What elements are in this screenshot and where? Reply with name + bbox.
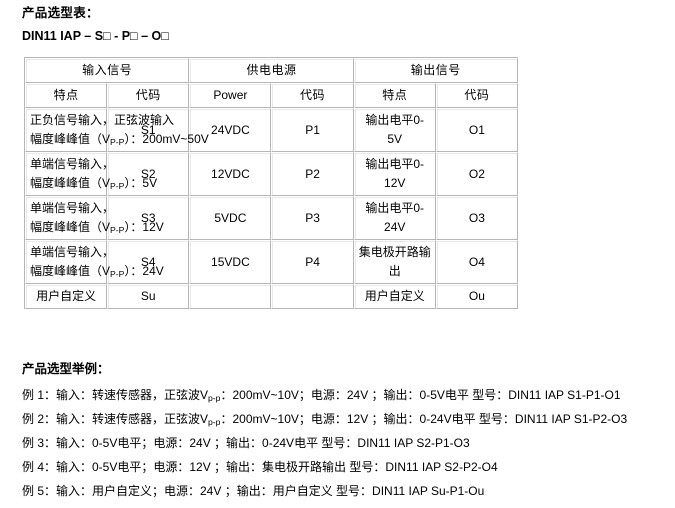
table-row: 单端信号输入， 幅度峰峰值（VP-P）：24V S4 15VDC P4 集电极开… (25, 240, 518, 284)
input-feature-post: ）：200mV~50V (124, 132, 209, 146)
cell-power-code: P3 (271, 196, 354, 240)
example-text-pre: 例 5：输入：用户自定义；电源：24V ；输出：用户自定义 型号：DIN11 I… (22, 484, 485, 498)
cell-input-code: S2 (107, 152, 190, 196)
input-feature-pre: 幅度峰峰值（V (30, 220, 111, 234)
cell-input-feature: 单端信号输入， 幅度峰峰值（VP-P）：5V (25, 152, 157, 196)
sub-header-power: Power (189, 83, 272, 108)
model-code-pattern: DIN11 IAP – S□ - P□ – O□ (22, 29, 169, 43)
cell-power-code: P2 (271, 152, 354, 196)
page-title: 产品选型表： (22, 6, 99, 20)
input-feature-line-2: 幅度峰峰值（VP-P）：5V (30, 174, 157, 193)
input-feature-pre: 幅度峰峰值（V (30, 264, 111, 278)
cell-output-feature: 用户自定义 (353, 284, 436, 309)
table-row: 单端信号输入， 幅度峰峰值（VP-P）：5V S2 12VDC P2 输出电平0… (25, 152, 518, 196)
example-line: 例 1：输入：转速传感器，正弦波Vp-p：200mV~10V；电源：24V ；输… (22, 383, 667, 407)
product-selection-table: 输入信号 供电电源 输出信号 特点 代码 Power 代码 特点 代码 正负信号… (24, 57, 518, 309)
input-feature-line-1: 单端信号输入， (30, 157, 115, 171)
sub-header-power-code: 代码 (271, 83, 354, 108)
cell-input-feature: 单端信号输入， 幅度峰峰值（VP-P）：12V (25, 196, 164, 240)
cell-power: 5VDC (189, 196, 272, 240)
cell-power-code: P4 (271, 240, 354, 284)
input-feature-subscript: P-P (110, 224, 125, 235)
input-feature-post: ）：5V (124, 176, 158, 190)
example-line: 例 4：输入：0-5V电平；电源：12V ；输出：集电极开路输出 型号：DIN1… (22, 455, 667, 479)
input-feature-line-1: 单端信号输入， (30, 201, 115, 215)
example-text-post: ：200mV~10V；电源：24V ；输出：0-5V电平 型号：DIN11 IA… (220, 388, 621, 402)
cell-power-code (271, 284, 354, 309)
cell-power-code: P1 (271, 108, 354, 152)
example-line: 例 3：输入：0-5V电平；电源：24V ；输出：0-24V电平 型号：DIN1… (22, 431, 667, 455)
cell-output-feature: 输出电平0-24V (353, 196, 436, 240)
table-row: 单端信号输入， 幅度峰峰值（VP-P）：12V S3 5VDC P3 输出电平0… (25, 196, 518, 240)
input-feature-subscript: P-P (110, 268, 125, 279)
cell-power: 15VDC (189, 240, 272, 284)
sub-header-input-code: 代码 (107, 83, 190, 108)
input-feature-line-2: 幅度峰峰值（VP-P）：12V (30, 218, 164, 237)
cell-output-code: O1 (435, 108, 518, 152)
cell-input-feature: 用户自定义 (25, 284, 108, 309)
cell-output-feature: 输出电平0-5V (353, 108, 436, 152)
cell-power (189, 284, 272, 309)
cell-input-code: S1 (107, 108, 190, 152)
example-subscript: p-p (208, 392, 221, 403)
input-feature-pre: 幅度峰峰值（V (30, 176, 111, 190)
example-text-post: ：200mV~10V；电源：12V ；输出：0-24V电平 型号：DIN11 I… (220, 412, 628, 426)
cell-output-code: O4 (435, 240, 518, 284)
example-text-pre: 例 3：输入：0-5V电平；电源：24V ；输出：0-24V电平 型号：DIN1… (22, 436, 470, 450)
input-feature-line-2: 幅度峰峰值（VP-P）：200mV~50V (30, 130, 209, 149)
cell-output-feature: 输出电平0-12V (353, 152, 436, 196)
input-feature-line-2: 幅度峰峰值（VP-P）：24V (30, 262, 164, 281)
cell-input-code: Su (107, 284, 190, 309)
heading-block: 产品选型表： DIN11 IAP – S□ - P□ – O□ (22, 4, 169, 45)
group-header-power: 供电电源 (189, 58, 354, 83)
cell-input-feature: 单端信号输入， 幅度峰峰值（VP-P）：24V (25, 240, 164, 284)
examples-title: 产品选型举例： (22, 362, 110, 376)
input-feature-subscript: P-P (110, 136, 125, 147)
cell-input-feature: 正负信号输入，正弦波输入 幅度峰峰值（VP-P）：200mV~50V (25, 108, 209, 152)
cell-output-code: O2 (435, 152, 518, 196)
cell-output-feature: 集电极开路输出 (353, 240, 436, 284)
example-subscript: p-p (208, 416, 221, 427)
sub-header-output-feature: 特点 (353, 83, 436, 108)
example-text-pre: 例 4：输入：0-5V电平；电源：12V ；输出：集电极开路输出 型号：DIN1… (22, 460, 498, 474)
sub-header-input-feature: 特点 (25, 83, 108, 108)
group-header-input: 输入信号 (25, 58, 190, 83)
cell-input-code: S4 (107, 240, 190, 284)
example-text-pre: 例 1：输入：转速传感器，正弦波V (22, 388, 209, 402)
cell-power: 24VDC (189, 108, 272, 152)
cell-power: 12VDC (189, 152, 272, 196)
table-row: 用户自定义 Su 用户自定义 Ou (25, 284, 518, 309)
example-line: 例 5：输入：用户自定义；电源：24V ；输出：用户自定义 型号：DIN11 I… (22, 479, 667, 503)
table-row: 正负信号输入，正弦波输入 幅度峰峰值（VP-P）：200mV~50V S1 24… (25, 108, 518, 152)
table-group-header-row: 输入信号 供电电源 输出信号 (25, 58, 518, 83)
input-feature-post: ）：24V (124, 264, 164, 278)
cell-input-code: S3 (107, 196, 190, 240)
example-text-pre: 例 2：输入：转速传感器，正弦波V (22, 412, 209, 426)
examples-section: 产品选型举例： 例 1：输入：转速传感器，正弦波Vp-p：200mV~10V；电… (22, 358, 667, 503)
sub-header-output-code: 代码 (435, 83, 518, 108)
cell-output-code: O3 (435, 196, 518, 240)
input-feature-pre: 幅度峰峰值（V (30, 132, 111, 146)
input-feature-post: ）：12V (124, 220, 164, 234)
input-feature-line-1: 正负信号输入，正弦波输入 (30, 113, 175, 127)
cell-output-code: Ou (435, 284, 518, 309)
table-sub-header-row: 特点 代码 Power 代码 特点 代码 (25, 83, 518, 108)
example-line: 例 2：输入：转速传感器，正弦波Vp-p：200mV~10V；电源：12V ；输… (22, 407, 667, 431)
group-header-output: 输出信号 (353, 58, 518, 83)
input-feature-line-1: 单端信号输入， (30, 245, 115, 259)
input-feature-subscript: P-P (110, 180, 125, 191)
